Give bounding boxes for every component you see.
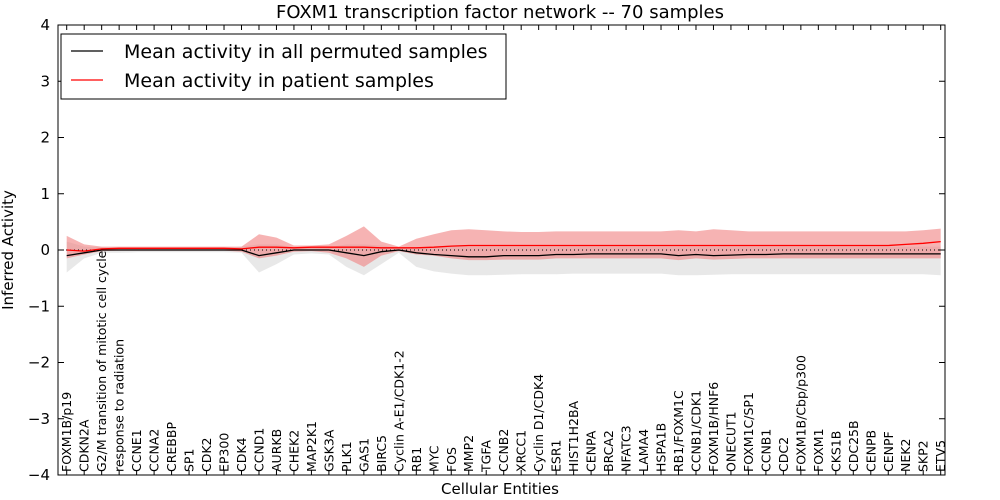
x-tick-label: ONECUT1: [723, 411, 738, 472]
x-tick-label: G2/M transition of mitotic cell cycle: [94, 250, 109, 472]
x-tick-label: NFATC3: [619, 425, 634, 472]
x-tick-label: GSK3A: [321, 429, 336, 472]
x-tick-label: CCNB1/CDK1: [689, 390, 704, 472]
x-tick-label: CENPF: [881, 431, 896, 472]
y-tick-label: −4: [28, 466, 50, 484]
y-tick-label: 2: [40, 129, 50, 147]
confidence-bands: [66, 226, 941, 276]
x-tick-label: CREBBP: [164, 422, 179, 472]
legend-box: [60, 33, 507, 100]
legend-label-patient: Mean activity in patient samples: [124, 70, 434, 92]
x-tick-label: CCNB2: [496, 429, 511, 472]
y-tick-label: −2: [28, 354, 50, 372]
x-tick-label: FOXM1B/HNF6: [706, 382, 721, 472]
x-tick-label: CCNB1: [758, 429, 773, 472]
x-tick-label: PLK1: [339, 441, 354, 472]
x-tick-label: HIST1H2BA: [566, 400, 581, 472]
x-tick-label: FOS: [444, 447, 459, 472]
x-tick-label: GAS1: [356, 438, 371, 472]
line-patient: [66, 240, 941, 252]
y-tick-label: 4: [40, 16, 50, 34]
series-lines: [66, 240, 941, 258]
x-axis-label: Cellular Entities: [441, 480, 559, 498]
x-tick-label: BRCA2: [601, 430, 616, 472]
x-tick-label: AURKB: [269, 429, 284, 472]
x-axis: FOXM1B/p19 CDKN2A G2/M transition of mitot…: [59, 25, 948, 475]
x-tick-label: CDC25B: [846, 420, 861, 472]
legend-label-permuted: Mean activity in all permuted samples: [124, 41, 487, 63]
y-tick-label: 0: [40, 241, 50, 259]
x-tick-label: RB1: [409, 447, 424, 472]
x-tick-label: NEK2: [898, 439, 913, 472]
band-patient: [66, 226, 941, 267]
x-tick-label: CCNA2: [147, 429, 162, 472]
x-tick-label: ETV5: [933, 440, 948, 472]
x-tick-label: MMP2: [461, 435, 476, 472]
y-tick-label: 1: [40, 185, 50, 203]
x-tick-label: CCNE1: [129, 429, 144, 472]
y-axis-label: Inferred Activity: [0, 190, 17, 310]
x-tick-label: CHEK2: [286, 430, 301, 472]
line-permuted: [66, 249, 941, 258]
x-tick-label: RB1/FOXM1C: [671, 390, 686, 472]
x-tick-label: ESR1: [549, 440, 564, 472]
x-tick-label: CCND1: [252, 428, 267, 472]
x-tick-label: CDK4: [234, 437, 249, 472]
x-tick-label: CKS1B: [828, 431, 843, 472]
legend: Mean activity in all permuted samples Me…: [60, 33, 507, 100]
x-tick-label: Cyclin A-E1/CDK1-2: [391, 350, 406, 472]
chart-title: FOXM1 transcription factor network -- 70…: [276, 2, 724, 23]
y-axis: −4 −3 −2 −1 0 1 2 3 4: [28, 16, 945, 484]
x-tick-label: HSPA1B: [654, 423, 669, 472]
x-tick-label: SP1: [182, 449, 197, 472]
x-tick-label: FOXM1C/SP1: [741, 392, 756, 472]
x-tick-label: MAP2K1: [304, 421, 319, 472]
x-tick-label: BIRC5: [374, 435, 389, 472]
x-tick-label: CDK2: [199, 437, 214, 472]
x-tick-label: LAMA4: [636, 429, 651, 472]
x-tick-label: FOXM1B/Cbp/p300: [793, 355, 808, 472]
x-tick-label: Cyclin D1/CDK4: [531, 374, 546, 472]
y-tick-label: −1: [28, 297, 50, 315]
y-tick-label: −3: [28, 410, 50, 428]
x-tick-label: EP300: [217, 433, 232, 472]
x-tick-label: FOXM1B/p19: [59, 392, 74, 472]
x-tick-label: CDKN2A: [77, 419, 92, 472]
x-tick-label: CENPB: [863, 430, 878, 472]
x-tick-label: CDC2: [776, 437, 791, 472]
x-tick-label: MYC: [426, 445, 441, 472]
x-tick-label: XRCC1: [514, 430, 529, 472]
x-tick-label: CENPA: [584, 430, 599, 472]
x-tick-label: FOXM1: [811, 428, 826, 472]
x-tick-label: response to radiation: [112, 339, 127, 472]
x-tick-label: SKP2: [916, 440, 931, 472]
y-tick-label: 3: [40, 72, 50, 90]
x-tick-label: TGFA: [479, 440, 494, 473]
